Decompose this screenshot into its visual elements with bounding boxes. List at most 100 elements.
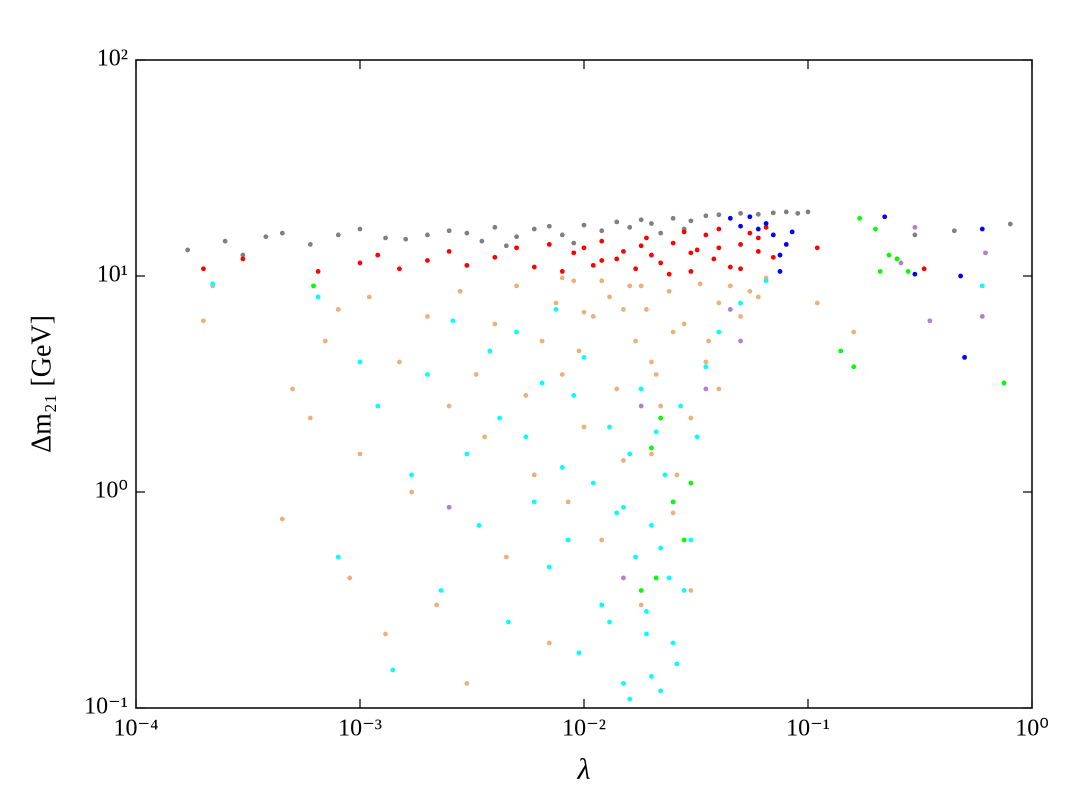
scatter-point <box>571 240 577 246</box>
scatter-point <box>607 424 612 430</box>
scatter-point <box>921 266 927 272</box>
x-tick-label: 10⁻³ <box>338 716 382 742</box>
scatter-point <box>375 252 381 258</box>
scatter-point <box>531 226 537 232</box>
scatter-point <box>716 226 722 232</box>
scatter-point <box>1001 380 1007 386</box>
scatter-point <box>979 314 985 319</box>
scatter-point <box>688 218 694 224</box>
scatter-point <box>747 288 753 294</box>
scatter-point <box>814 300 820 306</box>
scatter-point <box>770 232 776 238</box>
y-tick-label: 10¹ <box>97 262 128 288</box>
scatter-point <box>666 288 672 294</box>
scatter-point <box>688 588 694 593</box>
scatter-point <box>755 226 761 232</box>
scatter-point <box>738 266 743 272</box>
scatter-point <box>627 451 633 457</box>
scatter-point <box>503 554 509 560</box>
scatter-point <box>681 588 687 593</box>
scatter-point <box>777 269 783 274</box>
scatter-point <box>335 307 341 312</box>
scatter-point <box>581 424 587 430</box>
scatter-point <box>607 294 612 300</box>
scatter-point <box>658 415 664 421</box>
scatter-point <box>581 222 587 228</box>
scatter-point <box>638 386 644 392</box>
scatter-point <box>473 372 479 377</box>
scatter-point <box>703 386 709 392</box>
scatter-point <box>201 266 206 272</box>
scatter-point <box>614 256 620 262</box>
scatter-point <box>375 403 381 409</box>
scatter-point <box>694 434 700 440</box>
scatter-point <box>531 499 537 505</box>
scatter-point <box>335 554 341 560</box>
x-tick-label: 10⁰ <box>1015 716 1049 742</box>
scatter-point <box>851 329 857 335</box>
scatter-point <box>755 211 761 217</box>
scatter-point <box>688 250 694 256</box>
scatter-point <box>576 650 582 656</box>
scatter-point <box>962 354 967 360</box>
scatter-point <box>571 250 577 256</box>
scatter-point <box>201 318 206 324</box>
scatter-point <box>763 224 769 230</box>
scatter-point <box>434 602 440 608</box>
scatter-point <box>621 458 626 463</box>
scatter-point <box>487 348 493 354</box>
scatter-point <box>576 348 582 354</box>
scatter-point <box>703 213 709 219</box>
scatter-point <box>882 214 888 220</box>
y-tick-label: 10² <box>97 46 128 72</box>
scatter-point <box>738 242 743 247</box>
scatter-point <box>755 294 761 300</box>
scatter-point <box>703 232 709 238</box>
scatter-point <box>479 238 485 244</box>
scatter-point <box>357 359 363 365</box>
scatter-point <box>716 386 722 392</box>
scatter-point <box>633 266 639 272</box>
scatter-point <box>546 223 552 229</box>
scatter-point <box>335 232 341 238</box>
scatter-point <box>638 403 644 409</box>
scatter-point <box>621 307 626 312</box>
scatter-point <box>979 283 985 289</box>
scatter-point <box>599 537 605 543</box>
scatter-point <box>514 329 519 335</box>
scatter-point <box>670 240 676 246</box>
scatter-point <box>614 219 620 225</box>
scatter-point <box>311 283 316 289</box>
scatter-point <box>565 499 571 505</box>
scatter-point <box>662 472 668 478</box>
scatter-point <box>644 307 649 312</box>
scatter-point <box>681 229 687 235</box>
scatter-point <box>727 307 733 312</box>
scatter-point <box>590 314 596 319</box>
scatter-point <box>627 224 633 230</box>
scatter-point <box>670 499 676 505</box>
scatter-point <box>590 262 596 268</box>
scatter-point <box>658 230 664 236</box>
scatter-point <box>390 667 396 673</box>
scatter-point <box>531 264 537 270</box>
scatter-point <box>559 372 565 377</box>
scatter-point <box>185 247 191 253</box>
scatter-point <box>777 252 783 258</box>
scatter-point <box>857 215 863 221</box>
scatter-point <box>425 314 430 319</box>
scatter-point <box>894 256 900 262</box>
scatter-point <box>763 221 769 226</box>
scatter-point <box>670 640 676 646</box>
scatter-point <box>476 523 482 528</box>
scatter-point <box>678 403 684 409</box>
scatter-point <box>755 235 761 241</box>
scatter-point <box>531 472 537 478</box>
scatter-point <box>653 429 659 435</box>
scatter-point <box>674 472 680 478</box>
scatter-point <box>279 230 285 236</box>
scatter-point <box>727 215 733 221</box>
scatter-point <box>599 258 605 263</box>
scatter-point <box>873 226 878 232</box>
scatter-point <box>653 372 659 377</box>
